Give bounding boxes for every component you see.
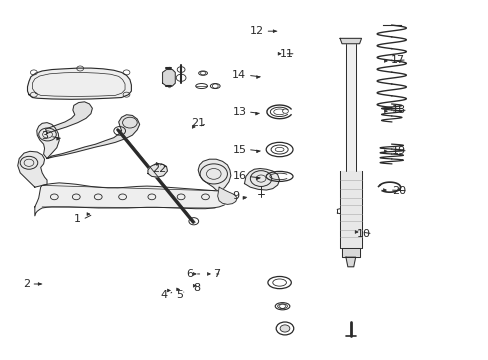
Text: 14: 14 xyxy=(232,70,246,80)
Polygon shape xyxy=(37,123,59,158)
Polygon shape xyxy=(345,257,355,267)
Polygon shape xyxy=(35,183,228,216)
Polygon shape xyxy=(244,168,279,190)
Text: 6: 6 xyxy=(186,269,193,279)
Text: 20: 20 xyxy=(391,186,406,196)
Text: 10: 10 xyxy=(357,229,370,239)
Text: 2: 2 xyxy=(23,279,30,289)
Text: 11: 11 xyxy=(280,49,294,59)
Text: 16: 16 xyxy=(232,171,246,181)
Polygon shape xyxy=(162,69,175,86)
Polygon shape xyxy=(148,164,167,177)
Text: 19: 19 xyxy=(391,145,406,156)
Polygon shape xyxy=(198,159,230,192)
Text: 13: 13 xyxy=(232,107,246,117)
Text: 9: 9 xyxy=(232,191,239,201)
Text: 21: 21 xyxy=(191,118,205,128)
Polygon shape xyxy=(45,102,92,134)
Text: 5: 5 xyxy=(176,290,183,300)
Circle shape xyxy=(280,325,289,332)
Polygon shape xyxy=(27,68,131,99)
Text: 17: 17 xyxy=(390,55,405,65)
Text: 7: 7 xyxy=(213,269,220,279)
Polygon shape xyxy=(217,187,237,204)
Text: 22: 22 xyxy=(152,163,166,174)
Text: 1: 1 xyxy=(74,215,81,224)
Text: 8: 8 xyxy=(193,283,200,293)
Polygon shape xyxy=(47,115,140,158)
Polygon shape xyxy=(339,171,361,248)
Text: 3: 3 xyxy=(41,131,48,141)
Text: 4: 4 xyxy=(160,290,167,300)
Text: 12: 12 xyxy=(249,26,264,36)
Text: 15: 15 xyxy=(232,144,246,154)
Polygon shape xyxy=(18,151,47,187)
Polygon shape xyxy=(345,44,355,171)
Polygon shape xyxy=(341,248,359,257)
Text: 18: 18 xyxy=(391,105,406,115)
Polygon shape xyxy=(339,39,361,44)
